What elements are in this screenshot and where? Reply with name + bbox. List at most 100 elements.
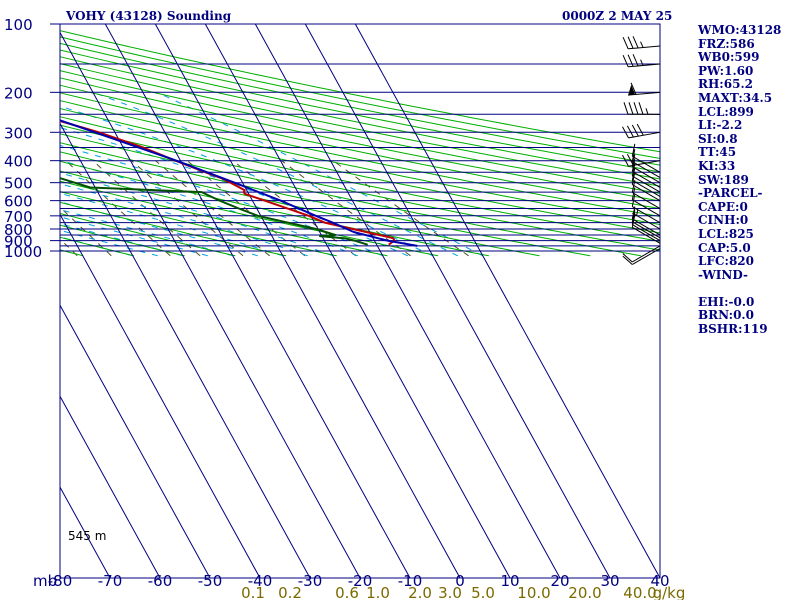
wind-barb	[628, 82, 661, 96]
mixing-ratio-label: 0.1	[241, 584, 265, 600]
wind-barb-staff	[632, 175, 661, 193]
dry-adiabat-line	[59, 249, 84, 257]
mixing-ratio-label: 20.0	[568, 584, 601, 600]
moist-adiabat-line	[59, 159, 358, 257]
temperature-tick-label: 20	[550, 572, 569, 590]
wind-barb-staff	[632, 171, 661, 188]
wind-barb	[631, 167, 661, 197]
wind-barb-full	[633, 102, 639, 115]
wind-barb-staff	[632, 155, 661, 173]
index-line: LCL:825	[698, 226, 754, 241]
wind-barb-staff	[628, 63, 661, 68]
wind-barb-full	[631, 206, 636, 220]
wind-barb	[631, 172, 661, 202]
index-line: TT:45	[698, 145, 737, 160]
dry-adiabat-line	[59, 100, 661, 226]
wind-barb-full	[623, 102, 629, 115]
mixing-ratio-label: 0.2	[278, 584, 302, 600]
isotherm-line	[59, 214, 261, 579]
wind-barb	[631, 163, 661, 193]
moist-adiabat-line	[59, 216, 208, 257]
sounding-datetime: 0000Z 2 MAY 25	[562, 9, 673, 23]
isotherm-line	[59, 395, 161, 579]
temperature-tick-label: 40	[650, 572, 669, 590]
mixing-ratio-label: 5.0	[471, 584, 495, 600]
wind-barb-full	[631, 143, 636, 157]
temperature-tick-label: -40	[248, 572, 273, 590]
index-line: MAXT:34.5	[698, 90, 773, 105]
mixing-ratio-line	[131, 160, 244, 257]
pressure-tick-label: 600	[4, 193, 33, 211]
pressure-tick-label: 700	[4, 208, 33, 226]
wind-barb-staff	[632, 248, 661, 265]
wind-barb	[631, 143, 661, 173]
index-line: PW:1.60	[698, 63, 754, 78]
dry-adiabat-line	[59, 133, 641, 257]
index-line: KI:33	[698, 158, 736, 173]
wind-barb	[622, 245, 661, 263]
pressure-tick-label: 500	[4, 175, 33, 193]
pressure-unit-label: mb	[33, 572, 57, 590]
mixing-ratio-line	[232, 160, 357, 257]
dewpoint-profile-line	[59, 177, 368, 246]
isotherm-line	[59, 305, 211, 579]
pressure-tick-label: 400	[4, 153, 33, 171]
wind-barb-staff	[632, 218, 661, 236]
wind-barb	[622, 123, 661, 139]
wind-barb-full	[622, 154, 629, 167]
wind-barb-full	[631, 149, 636, 162]
temperature-tick-label: 0	[455, 572, 465, 590]
moist-adiabat-line	[59, 183, 308, 257]
wind-barb-half	[640, 41, 644, 48]
temperature-tick-label: -10	[398, 572, 423, 590]
isotherm-line	[59, 32, 361, 579]
dry-adiabat-line	[59, 124, 661, 251]
mixing-ratio-label: 2.0	[408, 584, 432, 600]
index-line: FRZ:586	[698, 36, 755, 51]
dry-adiabat-line	[59, 42, 661, 166]
isotherm-line	[104, 23, 411, 579]
index-line	[698, 282, 798, 296]
wind-barb-staff	[632, 212, 661, 230]
isotherm-line	[204, 23, 511, 579]
wind-barb	[631, 180, 661, 209]
isotherm-line	[354, 23, 661, 579]
dry-adiabat-line	[59, 36, 661, 159]
wind-barb	[623, 102, 661, 115]
pressure-tick-label: 100	[4, 16, 33, 34]
mixing-ratio-label: 1.0	[366, 584, 390, 600]
dry-adiabat-line	[59, 56, 661, 180]
pressure-tick-label: 800	[4, 221, 33, 239]
mixing-ratio-label: 40.0	[623, 584, 656, 600]
wind-barb-staff	[632, 206, 661, 224]
index-line: CAP:5.0	[698, 240, 751, 255]
wind-barb-full	[636, 123, 644, 136]
dry-adiabat-line	[59, 160, 489, 257]
temperature-tick-label: -30	[298, 572, 323, 590]
wind-barb	[632, 209, 661, 230]
index-line: LI:-2.2	[698, 118, 743, 133]
wind-barb-full	[628, 102, 634, 115]
temperature-tick-label: 10	[500, 572, 519, 590]
wind-barb-full	[627, 54, 634, 67]
wind-barb-half	[636, 209, 639, 216]
isotherm-line	[304, 23, 611, 579]
index-line: LCL:899	[698, 104, 754, 119]
index-line: WB0:599	[698, 50, 760, 65]
wind-barb	[622, 248, 661, 265]
isotherm-line	[254, 23, 561, 579]
wind-barb-full	[622, 255, 633, 265]
pressure-tick-label: 900	[4, 233, 33, 251]
isotherm-line	[59, 123, 311, 579]
temperature-tick-label: -50	[198, 572, 223, 590]
sounding-indices-panel: WMO:43128 FRZ:586 WB0:599 PW:1.60 RH:65.2 MAX…	[698, 23, 798, 337]
mixing-ratio-label: g/kg	[653, 584, 686, 600]
pressure-tick-label: 200	[4, 84, 33, 102]
wind-barb-staff	[632, 166, 661, 184]
wind-barb-full	[626, 153, 634, 166]
temperature-tick-label: 30	[600, 572, 619, 590]
wind-barb-staff	[632, 179, 661, 197]
wind-barb-full	[630, 82, 637, 95]
wind-barb-full	[631, 124, 639, 137]
